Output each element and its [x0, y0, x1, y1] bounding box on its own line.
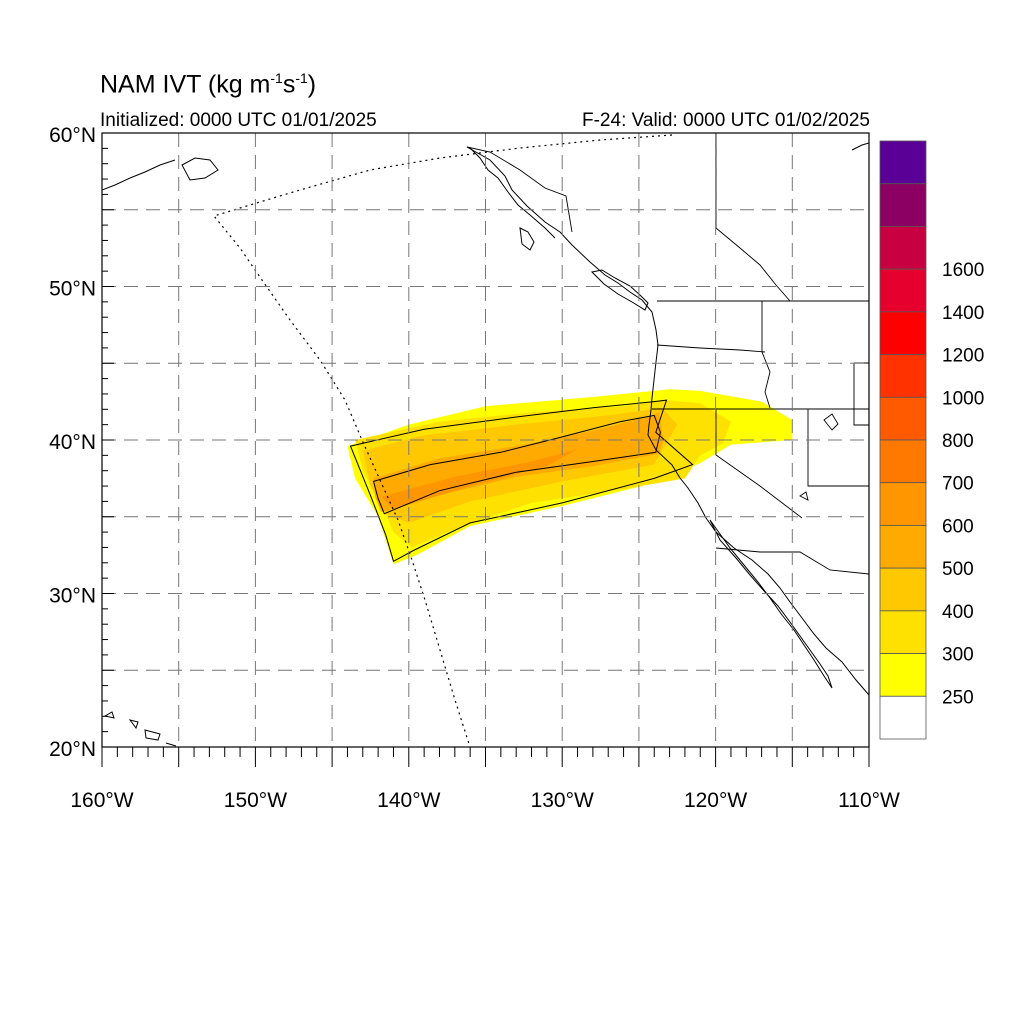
colorbar-swatch [879, 183, 927, 227]
axis-labels: 60°N 50°N 40°N 30°N 20°N 160°W 150°W 140°W 130°W… [49, 124, 900, 812]
border-us-mexico [715, 547, 869, 575]
initialized-label: Initialized: 0000 UTC 01/01/2025 [100, 110, 377, 131]
colorbar-swatch [879, 140, 927, 185]
colorbar-label: 1400 [942, 303, 984, 324]
lon-tick-label: 110°W [838, 789, 900, 812]
map-title: NAM IVT (kg m-1s-1) [100, 70, 317, 99]
lake-mead [799, 491, 809, 501]
ivt-contour-500-line [372, 414, 661, 515]
colorbar-label: 1600 [942, 260, 984, 281]
colorbar-swatch [879, 311, 927, 355]
colorbar-label: 700 [942, 474, 974, 495]
lat-tick-label: 30°N [49, 585, 96, 608]
colorbar-label: 1000 [942, 388, 984, 409]
colorbar: 250 300 400 500 600 700 800 1000 1200 1400 1600 [879, 140, 984, 740]
ivt-contour-250-line [349, 399, 694, 563]
coastline-kodiak [181, 157, 219, 181]
border-id [761, 301, 771, 409]
lon-tick-label: 140°W [377, 789, 440, 812]
coastlines [102, 142, 869, 747]
colorbar-swatch [879, 268, 927, 313]
coastline-north-america [466, 146, 869, 696]
border-bc-alberta [715, 133, 791, 302]
colorbar-swatch [879, 482, 927, 526]
colorbar-swatch [879, 439, 927, 484]
lat-tick-label: 40°N [49, 431, 96, 454]
eez-boundary [212, 134, 673, 747]
colorbar-label: 600 [942, 516, 974, 537]
valid-time-label: F-24: Valid: 0000 UTC 01/02/2025 [582, 110, 870, 131]
colorbar-swatch [879, 396, 927, 441]
border-wa-or [656, 344, 766, 353]
colorbar-label: 1200 [942, 346, 984, 367]
coastline-alaska-peninsula [102, 159, 176, 191]
coastline-alaska-panhandle [469, 147, 556, 239]
colorbar-swatch [879, 226, 927, 270]
border-wy [853, 362, 869, 426]
colorbar-label: 300 [942, 645, 974, 666]
boundary-dotted [212, 134, 673, 747]
coastline-vancouver-island [590, 269, 649, 311]
colorbar-swatch [879, 610, 927, 654]
coastline-hudson [851, 142, 869, 151]
colorbar-label: 400 [942, 602, 974, 623]
coastline-haida-gwaii [519, 227, 535, 251]
colorbar-label: 500 [942, 559, 974, 580]
coastline-hawaii [103, 711, 177, 747]
border-alaska-canada [466, 146, 573, 233]
colorbar-swatch [879, 525, 927, 569]
great-salt-lake [823, 413, 839, 431]
colorbar-swatch [879, 354, 927, 398]
ivt-field [347, 389, 793, 565]
graticule [102, 133, 869, 747]
lat-tick-label: 60°N [49, 124, 96, 147]
lon-tick-label: 120°W [684, 789, 747, 812]
coastline-baja [709, 519, 833, 689]
political-borders [466, 133, 869, 575]
lat-tick-label: 20°N [49, 738, 96, 761]
colorbar-swatch [879, 695, 927, 740]
colorbar-label: 250 [942, 687, 974, 708]
lon-tick-label: 150°W [224, 789, 287, 812]
lon-tick-label: 130°W [531, 789, 594, 812]
border-nv-ut [807, 409, 869, 487]
colorbar-swatch [879, 653, 927, 697]
lon-tick-label: 160°W [70, 789, 133, 812]
colorbar-swatch [879, 567, 927, 612]
lat-tick-label: 50°N [49, 278, 96, 301]
colorbar-label: 800 [942, 431, 974, 452]
axis-ticks [101, 132, 870, 767]
lakes [799, 413, 839, 501]
